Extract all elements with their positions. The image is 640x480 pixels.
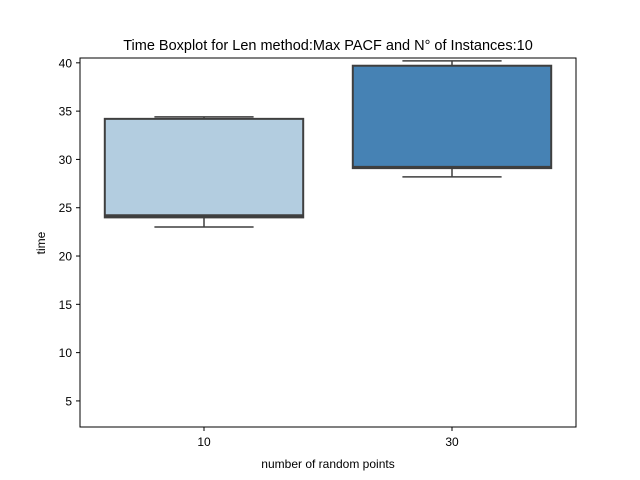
plot-frame xyxy=(79,57,577,428)
y-tick-label: 35 xyxy=(59,105,73,119)
y-tick-label: 30 xyxy=(59,153,73,167)
box-10 xyxy=(103,117,305,219)
x-tick-label: 10 xyxy=(197,435,211,449)
y-tick-label: 25 xyxy=(59,201,73,215)
y-tick-label: 5 xyxy=(65,394,72,408)
y-tick-label: 15 xyxy=(59,298,73,312)
y-tick-label: 40 xyxy=(59,56,73,70)
x-tick-label: 30 xyxy=(445,435,459,449)
plot-area: 5 10 15 20 25 30 35 40 10 30 xyxy=(59,56,577,449)
y-tick-label: 20 xyxy=(59,250,73,264)
y-tick-label: 10 xyxy=(59,346,73,360)
box-30 xyxy=(351,64,553,170)
x-axis-label: number of random points xyxy=(261,457,394,471)
chart-title: Time Boxplot for Len method:Max PACF and… xyxy=(123,38,533,54)
y-axis-label: time xyxy=(34,231,48,254)
